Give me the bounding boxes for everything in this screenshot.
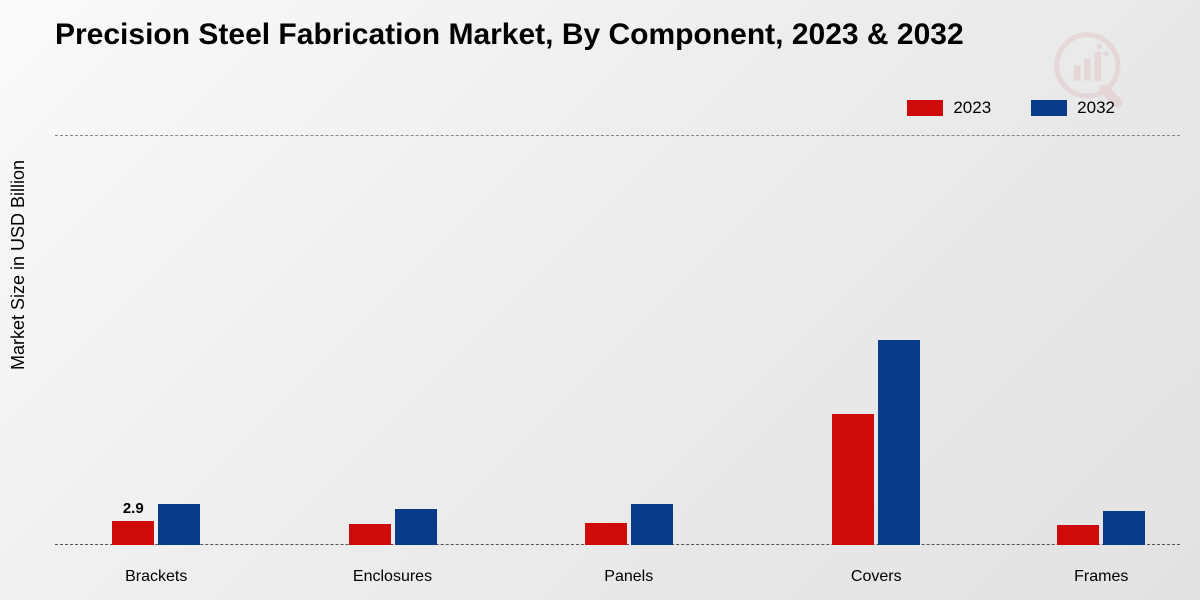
bar (395, 509, 437, 545)
category-group (585, 504, 673, 545)
bar (112, 521, 154, 545)
legend-swatch (907, 100, 943, 116)
legend-label: 2023 (953, 98, 991, 118)
legend-item-2032: 2032 (1031, 98, 1115, 118)
chart-title: Precision Steel Fabrication Market, By C… (55, 18, 964, 52)
bar (631, 504, 673, 545)
category-group: 2.9 (112, 504, 200, 545)
y-axis-label: Market Size in USD Billion (8, 160, 29, 370)
bar (1057, 525, 1099, 545)
bar-value-label: 2.9 (108, 500, 158, 517)
x-axis-label: Covers (851, 568, 902, 586)
legend-swatch (1031, 100, 1067, 116)
bars-container: 2.9 (55, 135, 1180, 545)
category-group (1057, 511, 1145, 545)
legend-item-2023: 2023 (907, 98, 991, 118)
legend: 2023 2032 (907, 98, 1115, 118)
category-group (349, 509, 437, 545)
x-axis-label: Frames (1074, 568, 1128, 586)
x-axis-label: Brackets (125, 568, 187, 586)
bar (1103, 511, 1145, 545)
category-group (832, 340, 920, 545)
bar (349, 524, 391, 545)
x-axis-label: Enclosures (353, 568, 432, 586)
bar (585, 523, 627, 545)
legend-label: 2032 (1077, 98, 1115, 118)
bar (878, 340, 920, 545)
x-axis-label: Panels (604, 568, 653, 586)
bar (158, 504, 200, 545)
chart-area: 2.9 BracketsEnclosuresPanelsCoversFrames (55, 135, 1180, 565)
bar (832, 414, 874, 545)
